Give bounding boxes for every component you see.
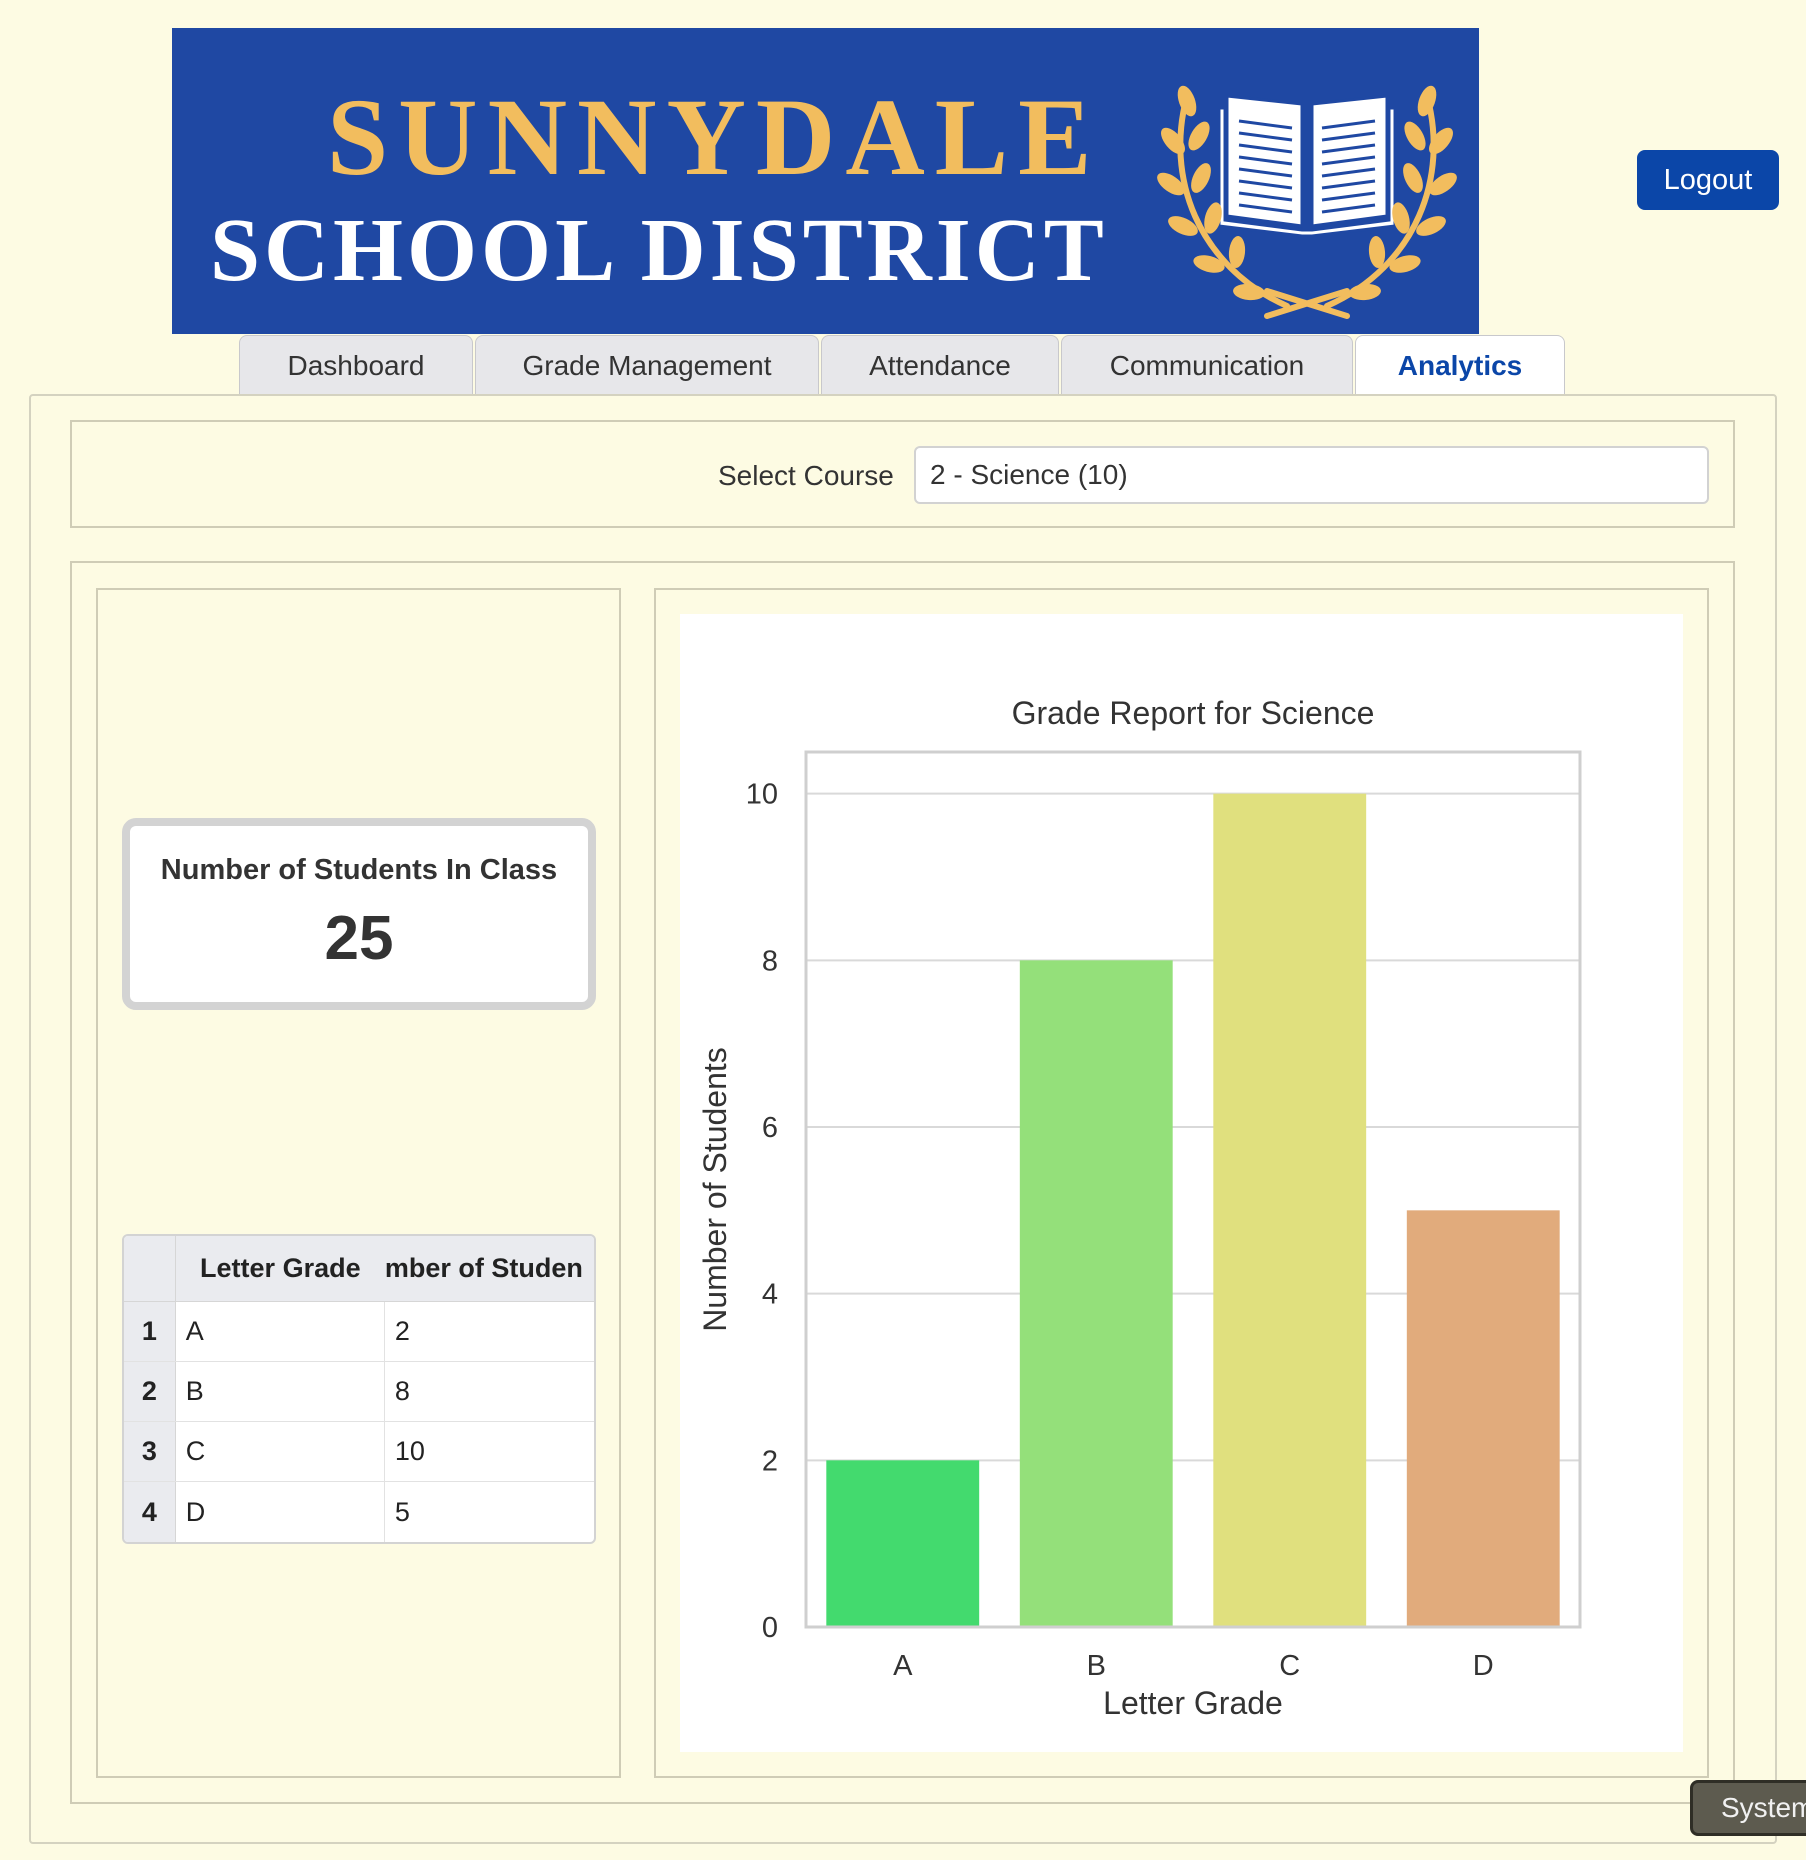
- tab-grade-management[interactable]: Grade Management: [475, 335, 819, 395]
- analytics-content: [70, 561, 1735, 1804]
- bar-b: [1019, 960, 1173, 1627]
- x-tick-label: B: [1087, 1650, 1106, 1682]
- cell-letter-grade[interactable]: C: [176, 1422, 385, 1481]
- course-selector-box: [70, 420, 1735, 528]
- analytics-panel: [29, 394, 1777, 1844]
- row-index-header: [124, 1236, 176, 1301]
- y-tick-label: 6: [762, 1112, 778, 1144]
- bar-d: [1406, 1210, 1560, 1627]
- chart-title: Grade Report for Science: [1012, 695, 1375, 731]
- cell-student-count[interactable]: 8: [394, 1376, 410, 1406]
- tab-communication[interactable]: Communication: [1061, 335, 1353, 395]
- main-tabs: Dashboard Grade Management Attendance Co…: [239, 335, 1567, 395]
- grade-report-chart: 0 2 4 6 8 10 A B C D Grade Report for Science Lette…: [680, 614, 1683, 1752]
- course-select-label: Select Course: [718, 460, 894, 491]
- y-axis-label: Number of Students: [697, 1047, 733, 1332]
- district-banner: SUNNYDALE SCHOOL DISTRICT: [172, 28, 1479, 334]
- table-row[interactable]: 1 A 2: [124, 1302, 594, 1362]
- y-tick-label: 4: [762, 1279, 778, 1311]
- x-tick-label: C: [1279, 1650, 1300, 1682]
- cell-student-count[interactable]: 5: [394, 1496, 410, 1527]
- cell-student-count[interactable]: 10: [394, 1436, 425, 1466]
- student-count-card: Number of Students In Class 25: [122, 818, 596, 1010]
- table-header: Letter Grade mber of Studen: [124, 1236, 594, 1302]
- row-index: 2: [124, 1362, 176, 1421]
- bar-c: [1213, 793, 1367, 1627]
- tab-dashboard[interactable]: Dashboard: [239, 335, 473, 395]
- x-axis-label: Letter Grade: [1103, 1685, 1283, 1721]
- grade-table: Letter Grade mber of Studen 1 A 2 2 B 8 …: [122, 1234, 596, 1544]
- system-toast[interactable]: System: [1690, 1780, 1806, 1836]
- row-index: 4: [124, 1482, 176, 1542]
- y-tick-label: 2: [762, 1445, 778, 1477]
- cell-letter-grade[interactable]: B: [176, 1362, 385, 1421]
- bar-chart-svg: 0 2 4 6 8 10 A B C D Grade Report for Science Lette…: [697, 695, 1582, 1721]
- table-row[interactable]: 3 C 10: [124, 1422, 594, 1482]
- summary-column: [96, 588, 621, 1778]
- cell-student-count[interactable]: 2: [394, 1316, 410, 1346]
- tab-analytics[interactable]: Analytics: [1355, 335, 1565, 395]
- cell-letter-grade[interactable]: A: [176, 1302, 385, 1361]
- banner-title-line2: SCHOOL DISTRICT: [210, 201, 1108, 300]
- banner-title-line1: SUNNYDALE: [327, 76, 1102, 198]
- table-row[interactable]: 2 B 8: [124, 1362, 594, 1422]
- x-tick-label: A: [893, 1650, 913, 1682]
- student-count-label: Number of Students In Class: [160, 854, 558, 886]
- table-row[interactable]: 4 D 5: [124, 1482, 594, 1542]
- column-header-number-of-students[interactable]: mber of Studen: [384, 1253, 583, 1283]
- row-index: 3: [124, 1422, 176, 1481]
- plot-frame: [804, 750, 1582, 1629]
- y-tick-label: 8: [762, 945, 778, 977]
- row-index: 1: [124, 1302, 176, 1361]
- logout-button[interactable]: Logout: [1637, 150, 1779, 210]
- student-count-value: 25: [324, 904, 394, 973]
- tab-attendance[interactable]: Attendance: [821, 335, 1059, 395]
- chart-column: [654, 588, 1709, 1778]
- book-laurel-icon: [1157, 85, 1457, 319]
- cell-letter-grade[interactable]: D: [176, 1482, 385, 1542]
- y-tick-label: 10: [746, 779, 778, 811]
- course-select[interactable]: 2 - Science (10): [914, 446, 1709, 504]
- x-tick-label: D: [1473, 1650, 1494, 1682]
- y-tick-label: 0: [762, 1612, 778, 1644]
- column-header-letter-grade[interactable]: Letter Grade: [200, 1253, 361, 1283]
- bar-a: [826, 1460, 980, 1627]
